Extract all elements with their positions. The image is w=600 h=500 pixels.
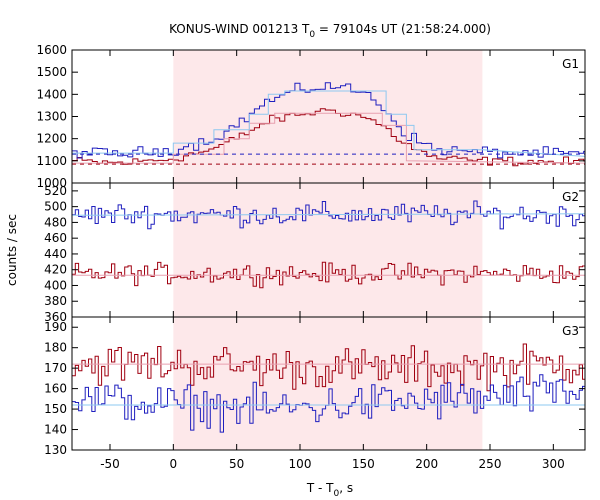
y-tick-label: 1600 — [36, 43, 67, 57]
series-red-g1 — [72, 108, 585, 167]
x-tick-label: 200 — [415, 457, 438, 471]
x-tick-label: -50 — [100, 457, 120, 471]
series-red-g3 — [72, 343, 585, 392]
series-blue-g1 — [72, 82, 585, 159]
panel-label-g3: G3 — [562, 324, 579, 338]
panel-frame-g3 — [71, 316, 586, 451]
y-tick-label: 170 — [44, 361, 67, 375]
labels-group: 1000110012001300140015001600G13603804004… — [36, 43, 579, 471]
y-tick-label: 380 — [44, 294, 67, 308]
x-tick-label: 100 — [289, 457, 312, 471]
y-tick-label: 1400 — [36, 87, 67, 101]
x-tick-label: 250 — [479, 457, 502, 471]
y-tick-label: 1300 — [36, 110, 67, 124]
chart-title: KONUS-WIND 001213 T0 = 79104s UT (21:58:… — [169, 22, 491, 40]
y-tick-label: 1000 — [36, 176, 67, 190]
panel-g2-series — [72, 200, 585, 289]
x-tick-label: 150 — [352, 457, 375, 471]
y-tick-label: 160 — [44, 382, 67, 396]
y-tick-label: 400 — [44, 278, 67, 292]
panel-g1-series — [72, 82, 585, 167]
panel-g3-series — [72, 343, 585, 433]
fit-blue-g1 — [72, 90, 585, 157]
y-tick-label: 520 — [44, 184, 67, 198]
panel-label-g1: G1 — [562, 57, 579, 71]
ticks-group — [72, 49, 585, 451]
y-tick-label: 190 — [44, 320, 67, 334]
y-tick-label: 420 — [44, 263, 67, 277]
y-tick-label: 460 — [44, 231, 67, 245]
series-group — [72, 82, 585, 433]
x-tick-label: 50 — [229, 457, 244, 471]
y-tick-label: 360 — [44, 310, 67, 324]
fit-red-g1 — [72, 112, 585, 164]
y-tick-label: 1500 — [36, 65, 67, 79]
x-tick-label: 300 — [542, 457, 565, 471]
y-tick-label: 440 — [44, 247, 67, 261]
x-axis-label: T - T0, s — [306, 481, 353, 499]
highlight-band-g1 — [173, 50, 483, 183]
y-tick-label: 150 — [44, 402, 67, 416]
y-tick-label: 140 — [44, 423, 67, 437]
y-axis-label: counts / sec — [5, 214, 19, 286]
highlight-band-g3 — [173, 317, 483, 450]
fit-blue-g2 — [72, 213, 585, 216]
y-tick-label: 180 — [44, 341, 67, 355]
y-tick-label: 1100 — [36, 154, 67, 168]
series-blue-g3 — [72, 374, 585, 433]
y-tick-label: 480 — [44, 215, 67, 229]
y-tick-label: 1200 — [36, 132, 67, 146]
x-tick-label: 0 — [170, 457, 178, 471]
panel-label-g2: G2 — [562, 190, 579, 204]
highlight-band-g2 — [173, 183, 483, 317]
y-tick-label: 500 — [44, 200, 67, 214]
y-tick-label: 130 — [44, 443, 67, 457]
